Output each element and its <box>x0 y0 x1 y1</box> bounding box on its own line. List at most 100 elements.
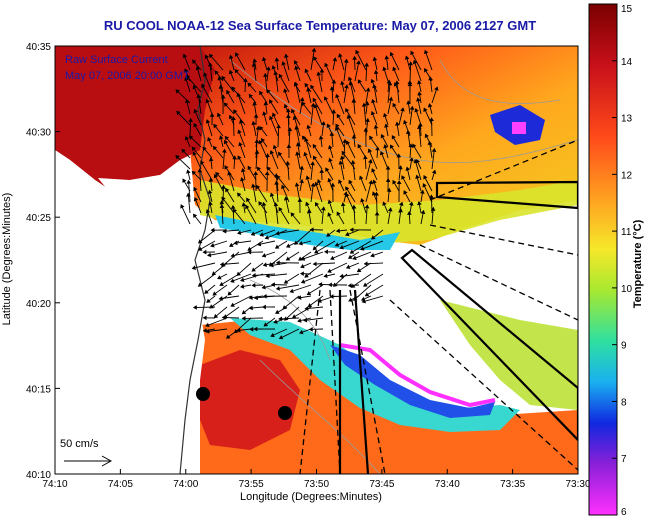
current-vector-head <box>300 256 306 261</box>
current-vector <box>193 85 202 104</box>
y-axis-title: Latitude (Degrees:Minutes) <box>1 192 13 326</box>
current-vector-head <box>299 329 304 335</box>
current-vector-head <box>215 172 220 177</box>
current-vector-head <box>417 91 422 96</box>
current-vector-head <box>250 231 256 236</box>
current-vector <box>387 82 391 104</box>
current-vector <box>275 181 279 203</box>
current-vector <box>278 74 290 93</box>
current-vector-head <box>278 335 284 340</box>
current-vector <box>418 125 422 148</box>
current-vector-head <box>363 282 368 287</box>
y-tick-label: 40:20 <box>26 299 51 310</box>
current-vector <box>352 160 356 181</box>
current-vector-head <box>275 309 280 314</box>
current-vector-head <box>318 282 323 287</box>
current-vector-head <box>289 288 294 294</box>
x-axis-title: Longitude (Degrees:Minutes) <box>240 491 382 503</box>
current-vector <box>313 262 336 265</box>
current-vector-head <box>292 115 298 121</box>
current-vector-head <box>218 296 223 301</box>
current-vector <box>209 54 224 71</box>
current-vector-head <box>363 261 368 267</box>
current-vector-head <box>283 103 289 109</box>
current-vector-head <box>251 62 257 67</box>
current-vector-head <box>297 318 302 323</box>
current-vector <box>409 62 412 82</box>
cloud-gap <box>340 285 495 405</box>
current-vector <box>198 240 216 251</box>
bathymetry-contour <box>229 59 578 474</box>
current-vector-head <box>331 79 337 84</box>
current-vector-head <box>249 326 254 332</box>
current-vector-head <box>364 292 370 297</box>
current-vector <box>423 108 433 126</box>
current-vector-head <box>372 56 378 61</box>
current-vector-head <box>420 189 425 194</box>
current-vector-head <box>237 129 242 134</box>
colorbar-tick-label: 12 <box>621 170 633 181</box>
current-vector <box>364 262 384 265</box>
current-vector-head <box>389 51 395 57</box>
current-vector-head <box>219 261 224 267</box>
current-vector-head <box>334 126 340 131</box>
current-vector-head <box>392 66 397 72</box>
current-vector-head <box>256 241 262 247</box>
sst-east-green <box>440 300 578 410</box>
current-vector-head <box>274 244 280 249</box>
current-vector-head <box>304 68 309 74</box>
current-vector-head <box>192 84 197 90</box>
current-vector <box>363 273 384 287</box>
current-vector-head <box>336 211 341 217</box>
sst-southern-blue-band <box>330 345 495 418</box>
y-tick-label: 40:10 <box>26 470 51 481</box>
current-vector-head <box>327 199 333 204</box>
colorbar-tick-label: 13 <box>621 114 633 125</box>
current-vector-head <box>213 123 218 129</box>
current-vector-head <box>240 277 245 283</box>
current-vector-head <box>310 102 316 108</box>
current-vector-head <box>409 157 414 162</box>
current-vector <box>198 273 216 287</box>
current-vector-head <box>357 79 362 84</box>
current-vector-head <box>185 75 191 80</box>
current-vector <box>252 273 276 277</box>
current-vector-head <box>191 170 197 176</box>
current-vector-head <box>430 206 436 211</box>
current-vector-head <box>392 179 397 185</box>
current-vector <box>355 50 367 71</box>
current-vector-head <box>220 94 226 99</box>
current-vector-head <box>214 70 219 75</box>
current-vector-head <box>229 242 234 247</box>
current-vector-head <box>294 125 299 130</box>
current-vector-head <box>398 165 403 170</box>
current-vector-head <box>205 329 210 334</box>
current-vector-head <box>300 279 306 284</box>
current-vector-head <box>392 102 397 108</box>
current-vector-head <box>398 201 404 207</box>
current-vector-head <box>275 286 280 291</box>
current-vector-head <box>261 56 267 62</box>
current-vector-head <box>374 211 380 216</box>
current-vector <box>200 160 213 181</box>
current-vector-head <box>207 136 212 142</box>
current-vector <box>219 273 240 286</box>
current-vector-head <box>225 187 230 193</box>
current-vector-head <box>276 124 281 129</box>
current-vector-head <box>238 119 244 124</box>
current-vector-head <box>306 290 312 295</box>
current-vector <box>263 202 268 225</box>
colorbar <box>588 3 618 516</box>
current-vector-head <box>247 165 252 171</box>
current-vector-head <box>188 135 194 140</box>
current-vector-head <box>197 239 203 244</box>
current-vector-head <box>226 89 231 95</box>
current-vector-head <box>265 153 270 158</box>
current-vector <box>365 180 372 203</box>
current-vector <box>409 106 413 126</box>
current-vector-head <box>281 184 286 190</box>
current-vector-head <box>364 204 370 209</box>
current-vector-head <box>285 256 291 261</box>
current-vector-head <box>338 179 343 184</box>
current-vector-head <box>262 304 266 310</box>
